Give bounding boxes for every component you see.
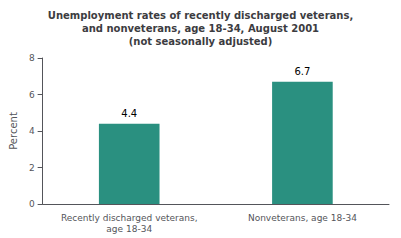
svg-text:4.4: 4.4: [121, 108, 137, 119]
svg-text:(not seasonally adjusted): (not seasonally adjusted): [129, 36, 273, 47]
svg-text:and nonveterans, age 18-34, Au: and nonveterans, age 18-34, August 2001: [82, 23, 319, 34]
svg-text:2: 2: [29, 163, 35, 173]
svg-text:8: 8: [29, 53, 35, 63]
svg-text:Nonveterans, age 18-34: Nonveterans, age 18-34: [248, 213, 357, 223]
svg-text:Unemployment rates of recently: Unemployment rates of recently discharge…: [48, 10, 353, 21]
svg-text:4: 4: [29, 126, 35, 136]
svg-text:6.7: 6.7: [294, 66, 310, 77]
svg-text:Percent: Percent: [8, 112, 19, 150]
svg-text:age 18-34: age 18-34: [106, 224, 152, 234]
svg-text:0: 0: [29, 199, 35, 209]
svg-text:6: 6: [29, 90, 35, 100]
svg-text:Recently discharged veterans,: Recently discharged veterans,: [61, 213, 198, 223]
